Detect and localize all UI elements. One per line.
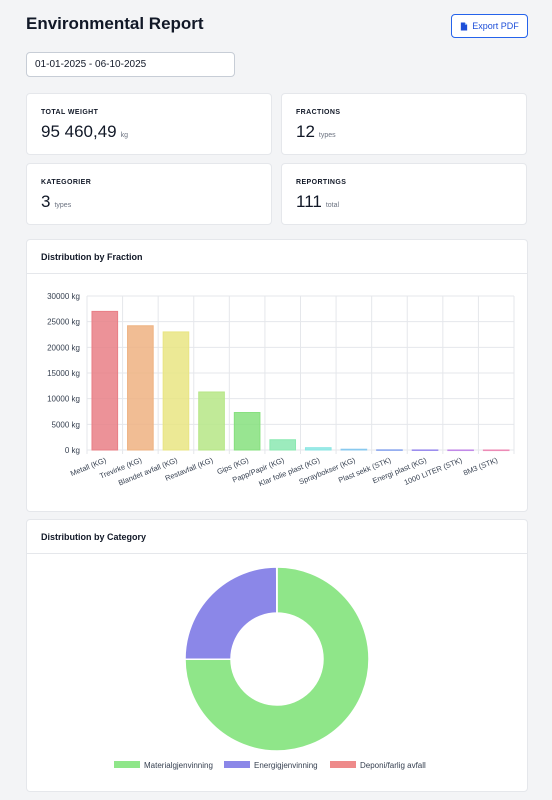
category-chart-panel: Distribution by Category Materialgjenvin…: [26, 519, 528, 792]
bar-4[interactable]: [198, 391, 225, 451]
reportings-value: 111: [296, 192, 322, 211]
fractions-card: FRACTIONS 12 types: [281, 93, 527, 155]
legend-swatch: [330, 761, 356, 768]
y-tick-label: 20000 kg: [47, 343, 80, 352]
bar-6[interactable]: [269, 439, 297, 451]
legend-swatch: [114, 761, 140, 768]
bar-7[interactable]: [304, 447, 332, 451]
total-weight-card: TOTAL WEIGHT 95 460,49 kg: [26, 93, 272, 155]
kategorier-unit: types: [54, 202, 72, 209]
bar-1[interactable]: [91, 310, 119, 451]
legend-swatch: [224, 761, 250, 768]
page-title: Environmental Report: [26, 14, 204, 33]
kategorier-value: 3: [41, 192, 51, 211]
export-pdf-button[interactable]: Export PDF: [451, 14, 528, 38]
x-tick-label: 8M3 (STK): [462, 455, 499, 477]
fractions-unit: types: [318, 132, 336, 139]
bar-3[interactable]: [162, 331, 190, 451]
total-weight-value: 95 460,49: [41, 122, 117, 141]
y-tick-label: 15000 kg: [47, 369, 80, 378]
fraction-bar-chart: 0 kg 5000 kg 10000 kg 15000 kg 20000 kg 25000…: [47, 292, 515, 488]
bar-8[interactable]: [340, 448, 368, 451]
donut-slice-1[interactable]: [184, 566, 370, 752]
category-chart-title: Distribution by Category: [27, 520, 527, 554]
kategorier-label: KATEGORIER: [41, 179, 92, 186]
pdf-file-icon: [461, 21, 468, 31]
bar-5[interactable]: [233, 412, 261, 451]
reportings-card: REPORTINGS 111 total: [281, 163, 527, 225]
fractions-value: 12: [296, 122, 315, 141]
total-weight-unit: kg: [120, 132, 129, 139]
reportings-unit: total: [325, 202, 340, 209]
fractions-label: FRACTIONS: [296, 109, 341, 116]
fraction-chart-title: Distribution by Fraction: [27, 240, 527, 274]
legend-label[interactable]: Deponi/farlig avfall: [360, 761, 426, 770]
total-weight-label: TOTAL WEIGHT: [41, 109, 99, 116]
kategorier-card: KATEGORIER 3 types: [26, 163, 272, 225]
legend-label[interactable]: Materialgjenvinning: [144, 761, 213, 770]
y-tick-label: 30000 kg: [47, 292, 80, 301]
date-range-input[interactable]: [26, 52, 235, 77]
bar-9[interactable]: [376, 449, 403, 451]
export-pdf-label: Export PDF: [472, 21, 519, 31]
donut-slice-2[interactable]: [184, 566, 278, 660]
y-tick-label: 0 kg: [65, 446, 80, 455]
y-tick-label: 5000 kg: [52, 420, 80, 429]
bar-12[interactable]: [482, 449, 510, 452]
fraction-chart-panel: Distribution by Fraction 0 kg 5000 kg 1000…: [26, 239, 528, 512]
y-tick-label: 10000 kg: [47, 395, 80, 404]
legend-label[interactable]: Energigjenvinning: [254, 761, 318, 770]
category-donut-chart: Materialgjenvinning Energigjenvinning Depo…: [114, 566, 426, 770]
bar-10[interactable]: [411, 449, 439, 451]
reportings-label: REPORTINGS: [296, 179, 347, 186]
y-tick-label: 25000 kg: [47, 318, 80, 327]
bar-2[interactable]: [127, 325, 154, 451]
bar-11[interactable]: [447, 449, 474, 452]
